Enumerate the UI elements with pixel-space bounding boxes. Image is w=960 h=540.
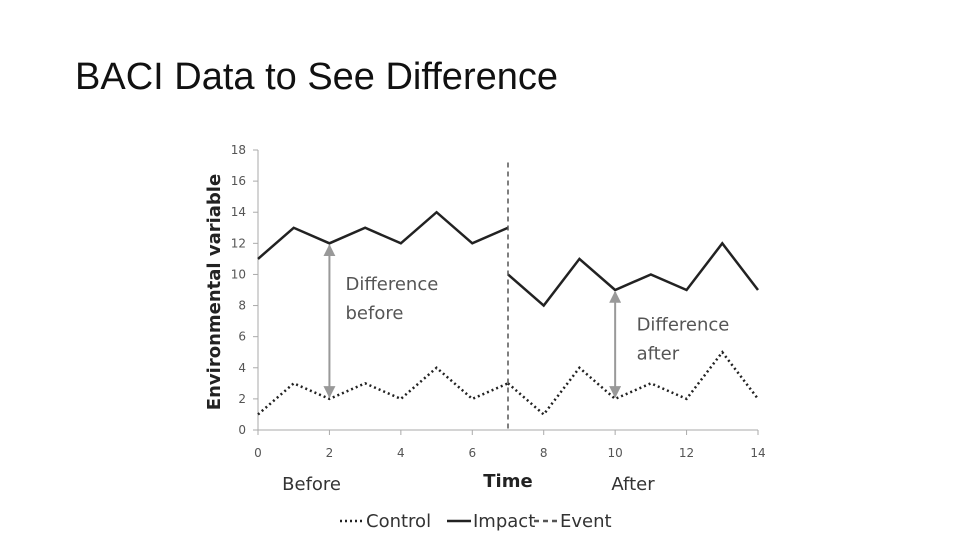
y-tick-label: 14	[231, 205, 246, 219]
y-tick-label: 16	[231, 174, 246, 188]
control-series-line	[257, 366, 509, 416]
legend-label-control: Control	[366, 511, 431, 532]
x-tick-label: 0	[254, 446, 262, 460]
x-tick-label: 10	[608, 446, 623, 460]
x-tick-label: 2	[326, 446, 334, 460]
y-tick-label: 18	[231, 143, 246, 157]
y-tick-label: 10	[231, 267, 246, 281]
annotation-text: Difference	[637, 314, 730, 335]
chart-plot-area	[257, 162, 759, 430]
annotation-text: Difference	[346, 274, 439, 295]
impact-series-line	[507, 241, 759, 308]
phase-label: After	[611, 474, 655, 495]
x-tick-label: 4	[397, 446, 405, 460]
chart-axes: 0 2 4 6 8 10 12 14 16 18 0 2 4 6 8 10 12 14	[231, 143, 766, 460]
chart-legend: Control Impact Event	[340, 511, 612, 532]
impact-series-line	[257, 210, 509, 260]
annotation-text: after	[637, 343, 680, 364]
x-tick-label: 14	[750, 446, 765, 460]
legend-label-event: Event	[560, 511, 612, 532]
control-series-line	[507, 350, 759, 417]
y-axis-title: Environmental variable	[204, 174, 225, 410]
annotation-text: before	[346, 303, 404, 324]
legend-label-impact: Impact	[473, 511, 535, 532]
phase-label: Before	[282, 474, 341, 495]
y-tick-label: 0	[238, 423, 246, 437]
x-tick-label: 8	[540, 446, 548, 460]
x-axis-title: Time	[483, 471, 532, 492]
y-tick-label: 6	[238, 330, 246, 344]
y-tick-label: 2	[238, 392, 246, 406]
x-tick-label: 6	[468, 446, 476, 460]
y-tick-label: 4	[238, 361, 246, 375]
y-tick-label: 8	[238, 299, 246, 313]
slide-title: BACI Data to See Difference	[75, 56, 558, 98]
x-tick-label: 12	[679, 446, 694, 460]
y-tick-label: 12	[231, 236, 246, 250]
chart-labels: Difference before Difference after Environme…	[204, 174, 729, 495]
